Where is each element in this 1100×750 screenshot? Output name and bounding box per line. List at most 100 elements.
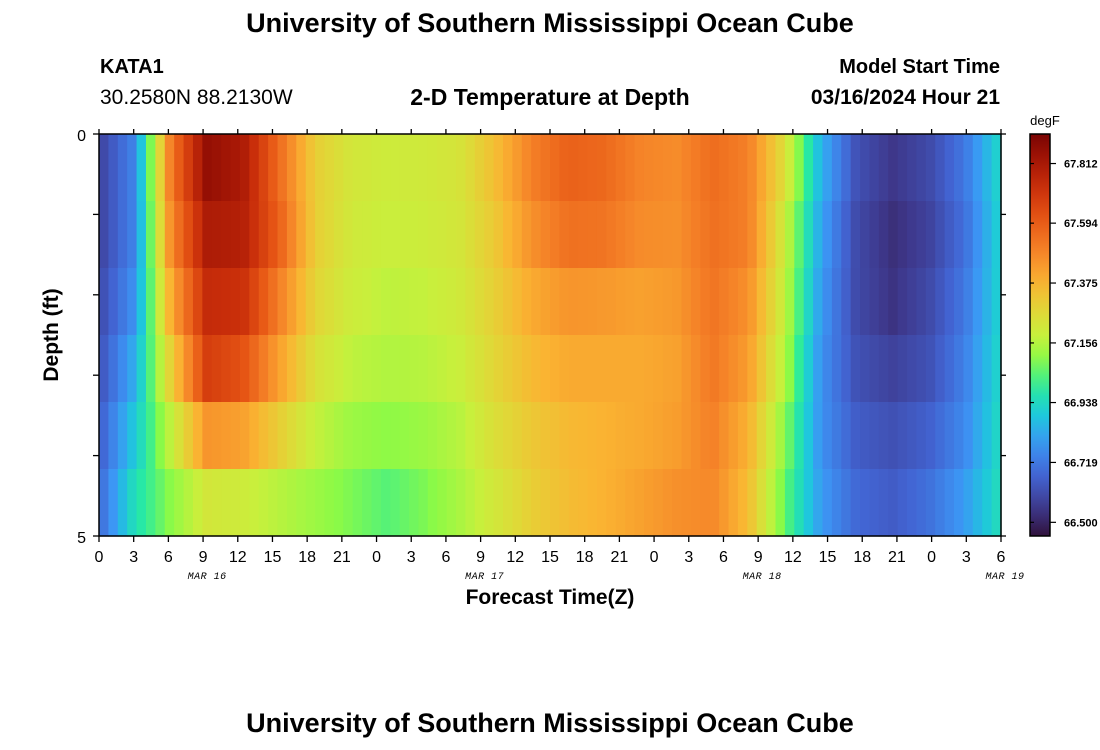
heatmap-cell — [192, 268, 203, 336]
heatmap-cell — [258, 335, 269, 403]
heatmap-cell — [982, 201, 993, 269]
heatmap-cell — [747, 201, 758, 269]
colorbar-tick-label: 67.375 — [1064, 278, 1098, 290]
heatmap-cell — [127, 335, 138, 403]
heatmap-cell — [935, 469, 946, 537]
heatmap-cell — [399, 402, 410, 470]
x-tick-label: 9 — [199, 549, 208, 566]
colorbar-ticks: 67.812 67.594 67.375 67.156 66.938 66.719 66.5… — [1030, 159, 1099, 529]
heatmap-cell — [108, 134, 119, 202]
heatmap-cell — [568, 402, 579, 470]
heatmap-cell — [380, 335, 391, 403]
heatmap-cell — [183, 268, 194, 336]
heatmap-cell — [108, 469, 119, 537]
heatmap-cell — [155, 402, 166, 470]
heatmap-cell — [108, 268, 119, 336]
heatmap-cell — [982, 268, 993, 336]
heatmap-cell — [615, 134, 626, 202]
x-tick-label: 3 — [129, 549, 138, 566]
heatmap-cell — [831, 134, 842, 202]
heatmap-cell — [437, 469, 448, 537]
heatmap-cell — [390, 201, 401, 269]
heatmap-cell — [221, 134, 232, 202]
heatmap-cell — [719, 469, 730, 537]
heatmap-cell — [944, 201, 955, 269]
heatmap-cell — [841, 134, 852, 202]
heatmap-cell — [230, 335, 241, 403]
heatmap-cell — [512, 201, 523, 269]
heatmap-cell — [333, 402, 344, 470]
heatmap-cell — [117, 469, 128, 537]
heatmap-cell — [766, 469, 777, 537]
heatmap-cell — [653, 469, 664, 537]
heatmap-cell — [700, 402, 711, 470]
heatmap-cell — [446, 268, 457, 336]
heatmap-cell — [709, 335, 720, 403]
heatmap-cell — [728, 469, 739, 537]
heatmap-cell — [512, 402, 523, 470]
heatmap-cell — [174, 201, 185, 269]
heatmap-cell — [127, 134, 138, 202]
heatmap-cell — [625, 201, 636, 269]
heatmap-cell — [587, 134, 598, 202]
heatmap-cell — [409, 402, 420, 470]
heatmap-cell — [596, 402, 607, 470]
heatmap-cell — [484, 134, 495, 202]
heatmap-cell — [662, 201, 673, 269]
heatmap-cell — [568, 335, 579, 403]
heatmap-cell — [681, 201, 692, 269]
axes: 050 3 6 9 12 15 18 21 0 3 6 9 12 15 18 21 0 3 6 9 12 15 18 21 0 3… — [77, 128, 1024, 583]
heatmap-cell — [690, 469, 701, 537]
heatmap-cell — [982, 335, 993, 403]
heatmap-cell — [352, 134, 363, 202]
heatmap-cell — [456, 402, 467, 470]
heatmap-cell — [634, 201, 645, 269]
heatmap-cell — [258, 469, 269, 537]
heatmap-cell — [784, 268, 795, 336]
heatmap-cell — [362, 268, 373, 336]
heatmap-cell — [813, 134, 824, 202]
heatmap-cell — [531, 201, 542, 269]
heatmap-cell — [982, 402, 993, 470]
heatmap-cell — [954, 268, 965, 336]
heatmap-cell — [784, 469, 795, 537]
heatmap-cell — [211, 335, 222, 403]
heatmap-cell — [333, 268, 344, 336]
heatmap-cell — [634, 268, 645, 336]
heatmap-cell — [174, 402, 185, 470]
heatmap-cell — [831, 335, 842, 403]
heatmap-cell — [596, 469, 607, 537]
heatmap-cell — [550, 402, 560, 470]
heatmap-cell — [305, 201, 316, 269]
heatmap-cell — [164, 469, 175, 537]
date-label: MAR 16 — [188, 572, 227, 583]
heatmap-cell — [399, 335, 410, 403]
heatmap-cell — [531, 402, 542, 470]
x-tick-label: 18 — [853, 549, 871, 566]
heatmap-cell — [371, 268, 382, 336]
heatmap-cell — [925, 469, 936, 537]
heatmap-cell — [409, 201, 420, 269]
heatmap-cell — [136, 268, 147, 336]
x-tick-label: 12 — [506, 549, 524, 566]
heatmap-cell — [192, 335, 203, 403]
heatmap-cell — [550, 201, 560, 269]
heatmap-cell — [794, 335, 805, 403]
heatmap-cell — [512, 335, 523, 403]
heatmap-cell — [935, 402, 946, 470]
x-tick-label: 12 — [229, 549, 247, 566]
heatmap-cell — [249, 402, 260, 470]
heatmap-cell — [296, 402, 307, 470]
heatmap-cell — [521, 268, 532, 336]
heatmap-cell — [456, 134, 467, 202]
heatmap-cell — [596, 335, 607, 403]
heatmap-cell — [681, 402, 692, 470]
heatmap-cell — [897, 335, 908, 403]
heatmap-cell — [484, 335, 495, 403]
heatmap-cell — [108, 201, 119, 269]
heatmap-cell — [559, 402, 570, 470]
station-coords: 30.2580N 88.2130W — [100, 86, 293, 109]
heatmap-cell — [456, 268, 467, 336]
heatmap-cell — [803, 134, 814, 202]
heatmap-cell — [775, 469, 786, 537]
